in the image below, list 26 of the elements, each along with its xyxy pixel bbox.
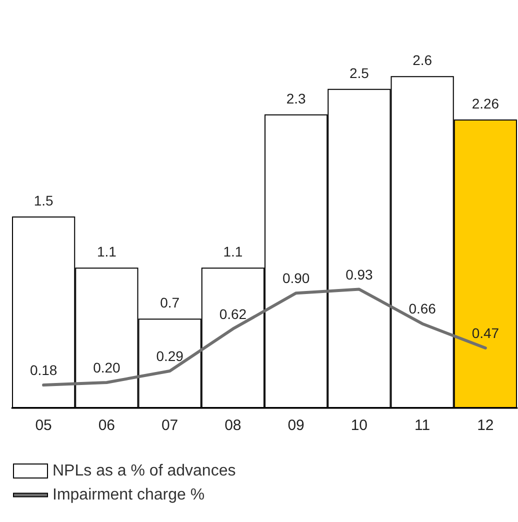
data-label: 2.3 xyxy=(286,90,306,106)
data-label: 0.90 xyxy=(282,270,310,286)
data-label: 1.1 xyxy=(223,244,243,260)
data-label: 2.6 xyxy=(412,52,432,68)
data-label: 2.26 xyxy=(472,95,500,112)
data-label: 1.1 xyxy=(96,244,117,260)
x-tick-label: 10 xyxy=(350,417,368,434)
data-label: 0.20 xyxy=(93,359,121,376)
legend-label: Impairment charge % xyxy=(52,486,205,504)
data-label: 0.29 xyxy=(156,348,184,364)
x-tick-label: 09 xyxy=(288,417,304,434)
data-label: 0.7 xyxy=(160,294,180,311)
data-label: 0.93 xyxy=(346,266,374,282)
x-tick-label: 08 xyxy=(224,417,242,434)
data-label: 0.66 xyxy=(408,300,436,317)
data-label: 1.5 xyxy=(34,192,54,208)
x-tick-label: 05 xyxy=(35,417,52,434)
x-tick-label: 07 xyxy=(161,417,178,434)
data-label: 0.47 xyxy=(472,324,500,341)
x-tick-label: 06 xyxy=(98,417,116,434)
x-tick-label: 12 xyxy=(477,417,494,434)
x-tick-label: 11 xyxy=(414,417,430,434)
legend-label: NPLs as a % of advances xyxy=(52,462,236,480)
data-label: 0.62 xyxy=(219,306,247,322)
data-label: 2.5 xyxy=(349,64,370,81)
data-label: 0.18 xyxy=(30,362,58,378)
